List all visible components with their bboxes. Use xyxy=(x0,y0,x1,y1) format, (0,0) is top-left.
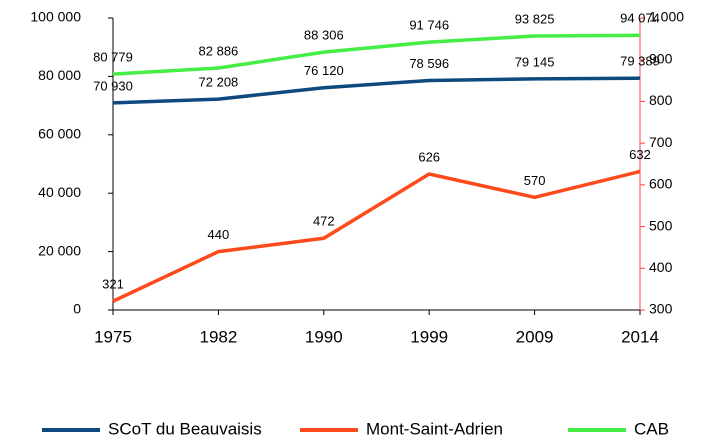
data-label: 72 208 xyxy=(199,75,239,90)
x-tick-label: 1982 xyxy=(199,327,237,346)
data-label: 88 306 xyxy=(304,28,344,43)
data-label: 626 xyxy=(418,149,440,164)
data-label: 472 xyxy=(313,214,335,229)
y2-tick-label: 500 xyxy=(649,217,673,233)
y-tick-label: 80 000 xyxy=(38,67,81,83)
series-line xyxy=(112,33,641,76)
y2-tick-label: 900 xyxy=(649,50,673,66)
y2-tick-label: 1 000 xyxy=(649,9,684,25)
y2-tick-label: 700 xyxy=(649,134,673,150)
data-label: 440 xyxy=(208,227,230,242)
y-tick-label: 40 000 xyxy=(38,184,81,200)
y2-tick-label: 300 xyxy=(649,301,673,317)
x-tick-label: 1999 xyxy=(410,327,448,346)
legend-label: CAB xyxy=(634,419,669,438)
data-label: 321 xyxy=(102,277,124,292)
data-label: 570 xyxy=(524,173,546,188)
y2-tick-label: 600 xyxy=(649,176,673,192)
y-tick-label: 60 000 xyxy=(38,126,81,142)
x-tick-label: 2009 xyxy=(516,327,554,346)
data-label: 80 779 xyxy=(93,50,133,65)
data-label: 632 xyxy=(629,147,651,162)
data-label: 79 389 xyxy=(620,54,660,69)
legend-label: Mont-Saint-Adrien xyxy=(366,419,503,438)
data-label: 93 825 xyxy=(515,11,555,26)
x-tick-label: 1975 xyxy=(94,327,132,346)
data-label: 78 596 xyxy=(409,56,449,71)
y-tick-label: 0 xyxy=(73,301,81,317)
legend-label: SCoT du Beauvaisis xyxy=(108,419,262,438)
data-label: 79 145 xyxy=(515,54,555,69)
data-label: 70 930 xyxy=(93,78,133,93)
y2-tick-label: 400 xyxy=(649,259,673,275)
data-label: 91 746 xyxy=(409,18,449,33)
x-tick-label: 2014 xyxy=(621,327,659,346)
data-label: 76 120 xyxy=(304,63,344,78)
series-line xyxy=(112,169,641,303)
x-tick-label: 1990 xyxy=(305,327,343,346)
data-label: 94 074 xyxy=(620,11,660,26)
y-tick-label: 20 000 xyxy=(38,242,81,258)
y-tick-label: 100 000 xyxy=(30,9,81,25)
data-label: 82 886 xyxy=(199,43,239,58)
y2-tick-label: 800 xyxy=(649,92,673,108)
series-line xyxy=(112,76,641,105)
